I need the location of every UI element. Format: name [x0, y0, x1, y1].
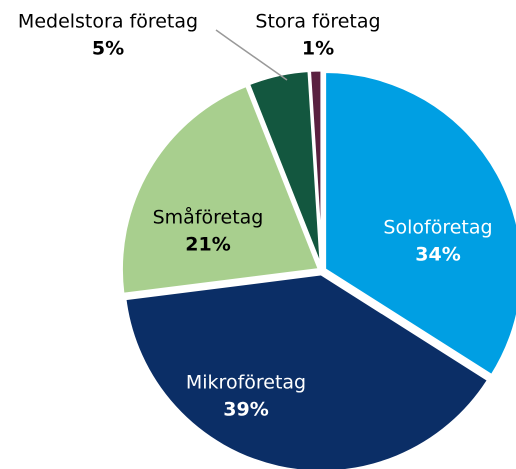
pie-slice [123, 272, 491, 469]
slice-value: 34% [415, 244, 460, 266]
slice-value: 21% [185, 234, 230, 256]
slice-label: Soloföretag [383, 217, 492, 239]
slice-value: 39% [223, 399, 268, 421]
leader-line [215, 29, 288, 81]
slice-label: Stora företag [255, 11, 380, 33]
slice-label: Medelstora företag [18, 11, 198, 33]
pie-slice [323, 70, 516, 378]
slice-label: Småföretag [153, 206, 264, 229]
slice-value: 1% [302, 38, 334, 60]
pie-slice [119, 83, 322, 296]
slice-value: 5% [92, 38, 124, 60]
pie-slice [307, 68, 324, 269]
slice-label: Mikroföretag [186, 372, 306, 394]
